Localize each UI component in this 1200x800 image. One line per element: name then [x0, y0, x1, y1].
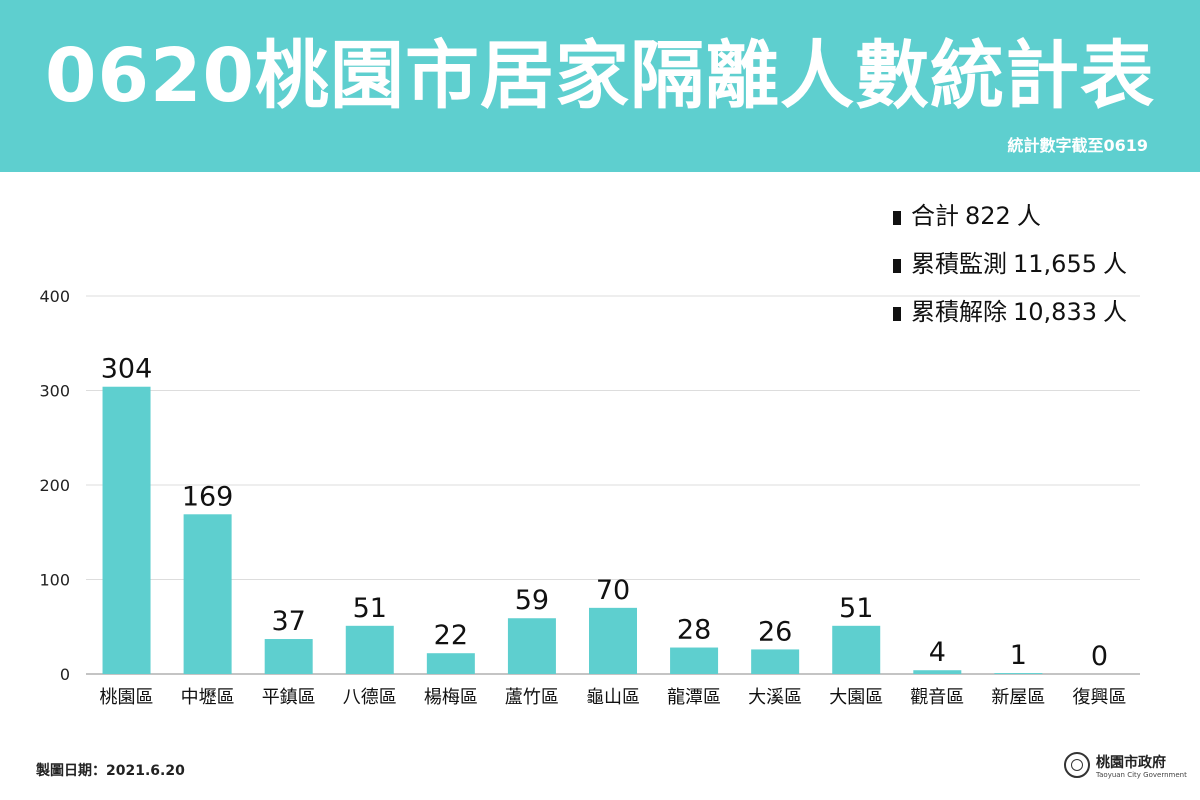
bar: [832, 625, 881, 674]
summary-value: 10,833: [1013, 298, 1097, 326]
bullet-icon: [893, 259, 901, 273]
x-tick-label: 楊梅區: [424, 687, 478, 708]
x-tick-label: 平鎮區: [262, 687, 316, 708]
x-tick-label: 大溪區: [748, 687, 802, 708]
data-label: 26: [758, 616, 792, 647]
data-label: 22: [434, 620, 468, 651]
data-label: 28: [677, 615, 711, 646]
data-label: 4: [929, 637, 946, 668]
summary-total: 合計 822 人: [893, 196, 1193, 244]
bar: [345, 625, 394, 674]
x-tick-label: 大園區: [829, 687, 883, 708]
header-banner: 0620桃園市居家隔離人數統計表 統計數字截至0619: [0, 0, 1200, 172]
x-tick-label: 觀音區: [910, 687, 964, 708]
y-tick-label: 300: [39, 382, 70, 401]
page-title: 0620桃園市居家隔離人數統計表: [45, 33, 1155, 119]
summary-label: 合計: [911, 202, 959, 230]
bar: [589, 607, 637, 674]
data-label: 169: [182, 481, 234, 512]
bar: [507, 618, 556, 674]
summary-value: 822: [965, 202, 1011, 230]
summary-cumulative-monitored: 累積監測 11,655 人: [893, 244, 1193, 292]
x-tick-label: 復興區: [1072, 687, 1126, 708]
y-tick-label: 0: [60, 665, 70, 684]
city-seal-icon: [1064, 752, 1090, 778]
summary-panel: 合計 822 人 累積監測 11,655 人 累積解除 10,833 人: [893, 196, 1193, 340]
bar: [670, 647, 719, 674]
summary-unit: 人: [1016, 202, 1041, 230]
data-label: 0: [1091, 641, 1108, 672]
summary-value: 11,655: [1013, 250, 1097, 278]
bar: [426, 653, 475, 674]
bar-chart: 0 100 200 300 400 304 桃園區 169 中壢區 37 平鎮區 51 八德區 22 楊梅區…: [39, 287, 1140, 708]
data-cutoff-note: 統計數字截至0619: [1007, 136, 1148, 155]
bar: [913, 670, 962, 674]
x-tick-label: 八德區: [343, 687, 397, 708]
summary-cumulative-released: 累積解除 10,833 人: [893, 292, 1193, 340]
bar: [183, 514, 232, 674]
x-tick-label: 中壢區: [181, 687, 235, 708]
bar: [994, 673, 1043, 674]
chart-date: 製圖日期：2021.6.20: [36, 763, 185, 779]
data-label: 304: [101, 354, 153, 385]
bar: [102, 386, 151, 674]
bullet-icon: [893, 307, 901, 321]
summary-unit: 人: [1102, 298, 1127, 326]
summary-unit: 人: [1102, 250, 1127, 278]
data-label: 59: [515, 585, 549, 616]
summary-label: 累積解除: [911, 298, 1007, 326]
city-government-logo: 桃園市政府 Taoyuan City Government: [1064, 750, 1187, 784]
y-tick-label: 400: [39, 287, 70, 306]
data-label: 1: [1010, 640, 1027, 671]
org-name-en: Taoyuan City Government: [1096, 771, 1187, 779]
bar: [751, 649, 800, 674]
x-tick-label: 蘆竹區: [505, 687, 559, 708]
y-tick-label: 200: [39, 476, 70, 495]
data-label: 51: [839, 593, 873, 624]
x-tick-label: 龜山區: [586, 687, 640, 708]
summary-label: 累積監測: [911, 250, 1007, 278]
y-tick-label: 100: [39, 571, 70, 590]
org-name: 桃園市政府: [1096, 755, 1166, 771]
x-tick-label: 龍潭區: [667, 687, 721, 708]
data-label: 37: [272, 606, 306, 637]
bullet-icon: [893, 211, 901, 225]
x-tick-label: 桃園區: [100, 687, 154, 708]
data-label: 70: [596, 575, 630, 606]
data-label: 51: [353, 593, 387, 624]
x-tick-label: 新屋區: [991, 687, 1045, 708]
bar: [264, 639, 313, 674]
